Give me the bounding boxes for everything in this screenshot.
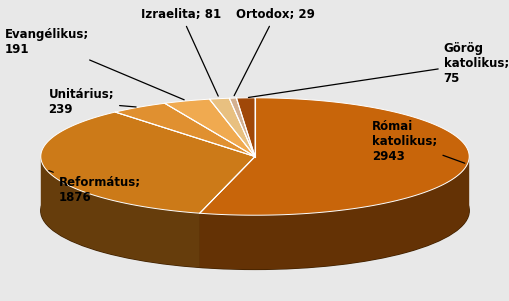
Polygon shape [115, 103, 254, 157]
Polygon shape [199, 98, 468, 215]
Polygon shape [209, 98, 254, 157]
Polygon shape [199, 157, 254, 267]
Polygon shape [199, 157, 468, 269]
Text: Görög
katolikus;
75: Görög katolikus; 75 [248, 42, 508, 98]
Ellipse shape [41, 152, 468, 269]
Text: Római
katolikus;
2943: Római katolikus; 2943 [372, 120, 464, 163]
Text: Református;
1876: Református; 1876 [49, 171, 140, 204]
Polygon shape [164, 99, 254, 157]
Polygon shape [236, 98, 254, 157]
Text: Evangélikus;
191: Evangélikus; 191 [5, 28, 184, 100]
Polygon shape [199, 157, 254, 267]
Text: Unitárius;
239: Unitárius; 239 [48, 88, 136, 116]
Polygon shape [41, 157, 199, 267]
Polygon shape [229, 98, 254, 157]
Text: Ortodox; 29: Ortodox; 29 [234, 8, 314, 96]
Polygon shape [41, 112, 254, 213]
Text: Izraelita; 81: Izraelita; 81 [140, 8, 221, 96]
